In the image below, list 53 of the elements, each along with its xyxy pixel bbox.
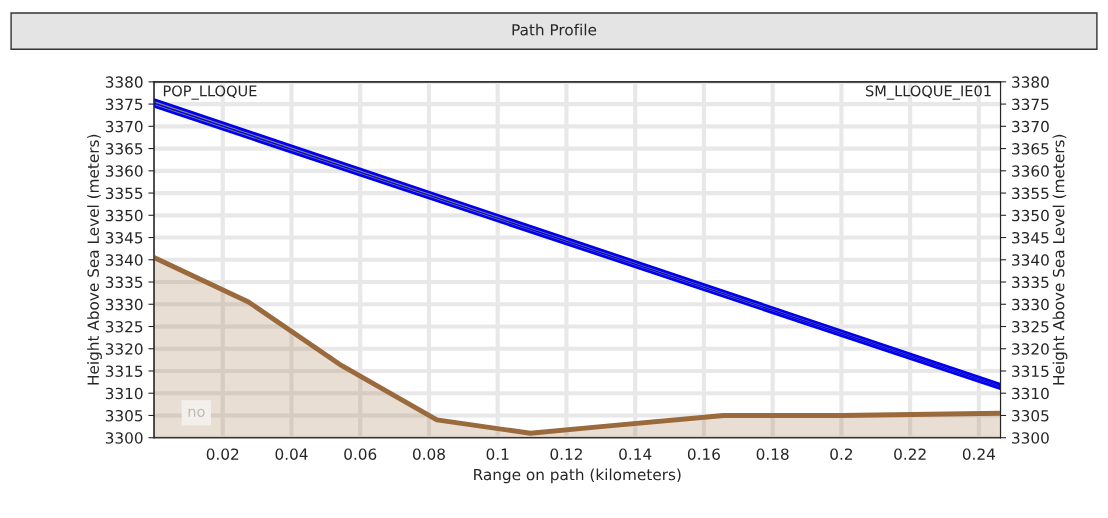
- y-tick-label: 3340: [105, 254, 143, 266]
- y2-tick-label: 3315: [1012, 365, 1049, 378]
- y-tick-label: 3300: [105, 432, 143, 444]
- x-tick-label: 0.06: [344, 448, 377, 460]
- y2-tick-label: 3375: [1012, 98, 1049, 111]
- y-tick-label: 3375: [105, 98, 143, 111]
- y-tick-label: 3310: [105, 387, 143, 400]
- y2-tick-label: 3340: [1012, 254, 1049, 266]
- y-tick-label: 3370: [105, 120, 143, 133]
- y-tick-label: 3350: [105, 209, 143, 222]
- y2-tick-label: 3360: [1012, 165, 1049, 177]
- x-tick-label: 0.24: [962, 448, 996, 460]
- annotation: no: [188, 408, 205, 418]
- y-tick-label: 3325: [105, 320, 143, 333]
- y2-tick-label: 3320: [1012, 343, 1049, 355]
- y-tick-label: 3345: [105, 232, 143, 244]
- x-tick-label: 0.1: [486, 448, 509, 460]
- y2-tick-label: 3345: [1012, 232, 1049, 244]
- y2-tick-label: 3325: [1012, 320, 1049, 333]
- x-tick-label: 0.14: [619, 448, 652, 460]
- y2-tick-label: 3370: [1012, 120, 1049, 133]
- y-tick-label: 3305: [105, 409, 143, 422]
- y2-tick-label: 3350: [1012, 209, 1049, 222]
- x-tick-label: 0.04: [275, 448, 308, 460]
- x-axis-title: Range on path (kilometers): [474, 468, 681, 484]
- x-tick-label: 0.08: [412, 448, 445, 460]
- x-tick-label: 0.16: [687, 448, 720, 460]
- y-axis-title: Height Above Sea Level (meters): [87, 134, 102, 385]
- y2-tick-label: 3380: [1012, 76, 1049, 88]
- y-tick-label: 3365: [105, 143, 143, 155]
- y-tick-label: 3330: [105, 298, 143, 311]
- y-tick-label: 3320: [105, 343, 143, 355]
- y-tick-label: 3360: [105, 165, 143, 177]
- y-tick-label: 3380: [105, 76, 143, 88]
- x-tick-label: 0.18: [756, 448, 789, 460]
- x-tick-label: 0.02: [206, 448, 239, 460]
- y2-tick-label: 3305: [1012, 409, 1049, 422]
- annotation: POP_LLOQUE: [163, 85, 257, 100]
- y2-tick-label: 3300: [1012, 432, 1049, 444]
- y2-tick-label: 3330: [1012, 298, 1049, 311]
- x-tick-label: 0.12: [550, 448, 582, 460]
- y2-tick-label: 3365: [1012, 143, 1049, 155]
- y-tick-label: 3335: [105, 276, 143, 289]
- x-tick-label: 0.22: [894, 448, 926, 460]
- y2-tick-label: 3355: [1012, 187, 1049, 200]
- y2-axis-title: Height Above Sea Level (meters): [1052, 134, 1068, 385]
- y2-tick-label: 3335: [1012, 276, 1049, 289]
- annotation: SM_LLOQUE_IE01: [865, 85, 991, 100]
- y-tick-label: 3315: [105, 365, 143, 378]
- x-tick-label: 0.2: [830, 448, 853, 460]
- y-tick-label: 3355: [105, 187, 143, 200]
- chart-title: Path Profile: [512, 23, 597, 36]
- y2-tick-label: 3310: [1012, 387, 1049, 400]
